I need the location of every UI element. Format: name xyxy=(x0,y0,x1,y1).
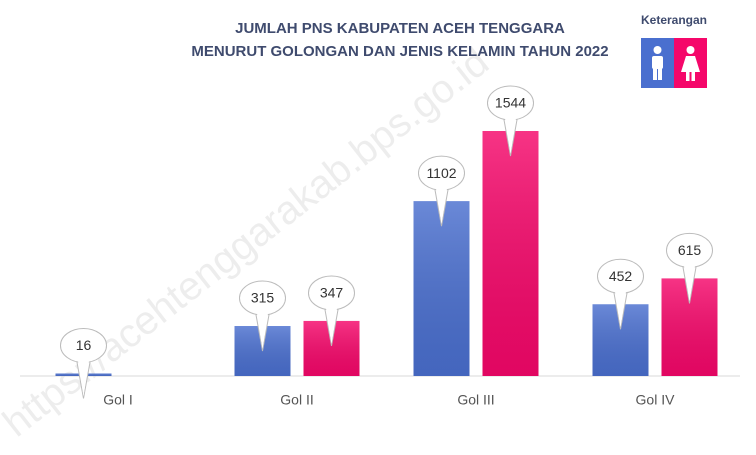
callout-cover xyxy=(504,115,517,154)
x-tick-label: Gol IV xyxy=(636,392,676,408)
legend-male-icon xyxy=(641,38,674,88)
callout-cover xyxy=(77,357,90,397)
callout-cover xyxy=(435,185,448,225)
data-label: 1544 xyxy=(495,95,526,111)
x-tick-label: Gol III xyxy=(457,392,494,408)
data-label: 452 xyxy=(609,268,633,284)
callout-cover xyxy=(325,304,338,344)
data-label: 1102 xyxy=(426,165,456,181)
legend-female-icon xyxy=(674,38,707,88)
data-label: 347 xyxy=(320,285,344,301)
chart-title: MENURUT GOLONGAN DAN JENIS KELAMIN TAHUN… xyxy=(191,43,608,60)
chart-title: JUMLAH PNS KABUPATEN ACEH TENGGARA xyxy=(235,20,565,37)
callout-cover xyxy=(614,288,627,328)
data-label: 615 xyxy=(678,242,702,258)
bar-shine xyxy=(482,131,539,376)
x-tick-label: Gol II xyxy=(280,392,313,408)
data-label: 315 xyxy=(251,290,275,306)
callout-cover xyxy=(256,310,269,350)
x-tick-label: Gol I xyxy=(103,392,133,408)
callout-cover xyxy=(683,262,696,302)
data-label: 16 xyxy=(76,337,92,353)
legend-title: Keterangan xyxy=(641,13,707,27)
bar-shine xyxy=(413,201,470,376)
